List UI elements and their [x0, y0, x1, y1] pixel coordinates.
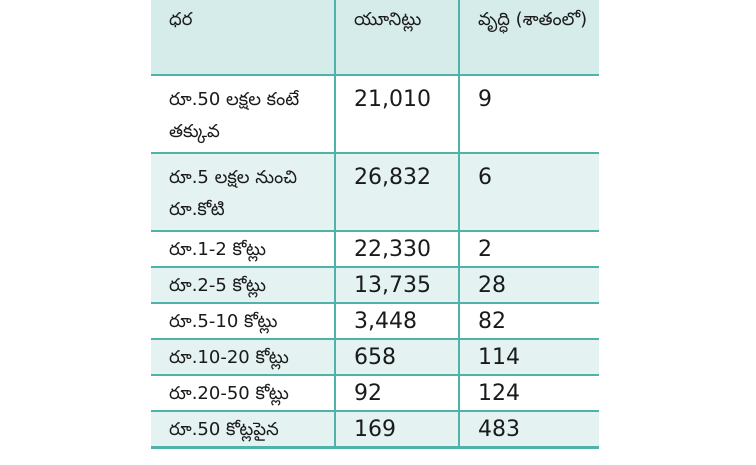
cell-units: 169 [334, 411, 459, 449]
cell-price: రూ.1-2 కోట్లు [151, 231, 335, 268]
table-row: రూ.20-50 కోట్లు 92 124 [151, 375, 599, 412]
cell-units: 3,448 [334, 303, 459, 340]
table-row: రూ.50 లక్షల కంటే తక్కువ 21,010 9 [151, 75, 599, 154]
cell-growth: 28 [458, 267, 599, 304]
table-row: రూ.5-10 కోట్లు 3,448 82 [151, 303, 599, 340]
table-row: రూ.10-20 కోట్లు 658 114 [151, 339, 599, 376]
cell-growth: 82 [458, 303, 599, 340]
cell-units: 21,010 [334, 75, 459, 154]
table-row: రూ.50 కోట్లపైన 169 483 [151, 411, 599, 449]
table-header-row: ధర యూనిట్లు వృద్ధి (శాతంలో) [151, 0, 599, 76]
cell-growth: 9 [458, 75, 599, 154]
price-units-table-container: ధర యూనిట్లు వృద్ధి (శాతంలో) రూ.50 లక్షల … [151, 0, 599, 462]
cell-price: రూ.5-10 కోట్లు [151, 303, 335, 340]
cell-units: 26,832 [334, 153, 459, 232]
cell-units: 13,735 [334, 267, 459, 304]
cell-growth: 483 [458, 411, 599, 449]
table-row: రూ.5 లక్షల నుంచి రూ.కోటి 26,832 6 [151, 153, 599, 232]
cell-growth: 114 [458, 339, 599, 376]
cell-price: రూ.10-20 కోట్లు [151, 339, 335, 376]
cell-price: రూ.50 కోట్లపైన [151, 411, 335, 449]
cell-units: 658 [334, 339, 459, 376]
cell-price: రూ.2-5 కోట్లు [151, 267, 335, 304]
table-row: రూ.2-5 కోట్లు 13,735 28 [151, 267, 599, 304]
cell-growth: 124 [458, 375, 599, 412]
cell-units: 22,330 [334, 231, 459, 268]
header-units: యూనిట్లు [334, 0, 459, 76]
cell-growth: 6 [458, 153, 599, 232]
cell-units: 92 [334, 375, 459, 412]
cell-growth: 2 [458, 231, 599, 268]
cell-price: రూ.50 లక్షల కంటే తక్కువ [151, 75, 335, 154]
cell-price: రూ.5 లక్షల నుంచి రూ.కోటి [151, 153, 335, 232]
header-growth: వృద్ధి (శాతంలో) [458, 0, 599, 76]
header-price: ధర [151, 0, 335, 76]
table-row: రూ.1-2 కోట్లు 22,330 2 [151, 231, 599, 268]
price-units-growth-table: ధర యూనిట్లు వృద్ధి (శాతంలో) రూ.50 లక్షల … [151, 0, 599, 449]
cell-price: రూ.20-50 కోట్లు [151, 375, 335, 412]
